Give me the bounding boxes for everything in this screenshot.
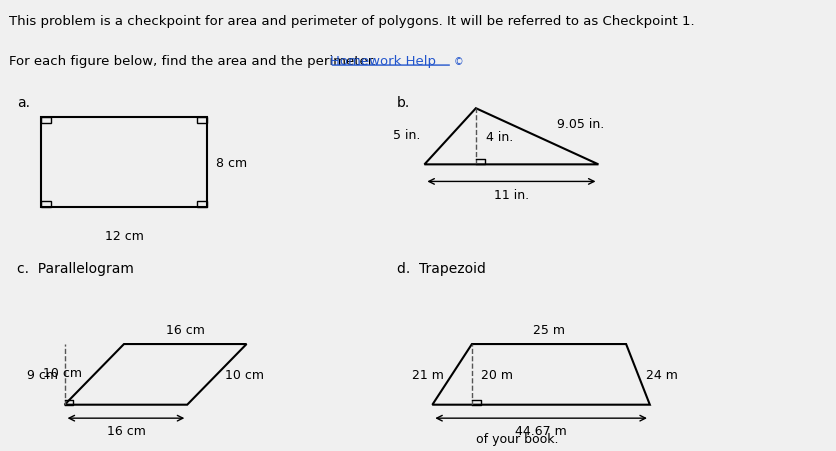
Text: 10 cm: 10 cm <box>225 368 263 381</box>
Text: 21 m: 21 m <box>412 368 444 381</box>
Text: Homework Help: Homework Help <box>329 55 435 68</box>
Text: c.  Parallelogram: c. Parallelogram <box>18 262 134 275</box>
Text: 5 in.: 5 in. <box>393 128 420 141</box>
Text: 9 cm: 9 cm <box>28 368 59 381</box>
Text: 12 cm: 12 cm <box>104 230 143 243</box>
Text: 10 cm: 10 cm <box>43 366 82 379</box>
Text: d.  Trapezoid: d. Trapezoid <box>396 262 485 275</box>
Text: For each figure below, find the area and the perimeter.: For each figure below, find the area and… <box>9 55 376 68</box>
Text: 24 m: 24 m <box>645 368 677 381</box>
Text: 16 cm: 16 cm <box>106 423 145 437</box>
Text: 44.67 m: 44.67 m <box>515 423 566 437</box>
Text: 11 in.: 11 in. <box>493 189 528 201</box>
Text: 4 in.: 4 in. <box>486 130 512 143</box>
Text: 16 cm: 16 cm <box>166 323 205 336</box>
Text: b.: b. <box>396 96 410 110</box>
Text: of your book.: of your book. <box>476 432 558 445</box>
Text: 20 m: 20 m <box>481 368 512 381</box>
Text: ©: © <box>453 57 463 67</box>
Text: 25 m: 25 m <box>533 323 564 336</box>
Text: This problem is a checkpoint for area and perimeter of polygons. It will be refe: This problem is a checkpoint for area an… <box>9 15 694 28</box>
Text: a.: a. <box>18 96 30 110</box>
Text: 9.05 in.: 9.05 in. <box>556 117 604 130</box>
Text: 8 cm: 8 cm <box>217 156 247 169</box>
